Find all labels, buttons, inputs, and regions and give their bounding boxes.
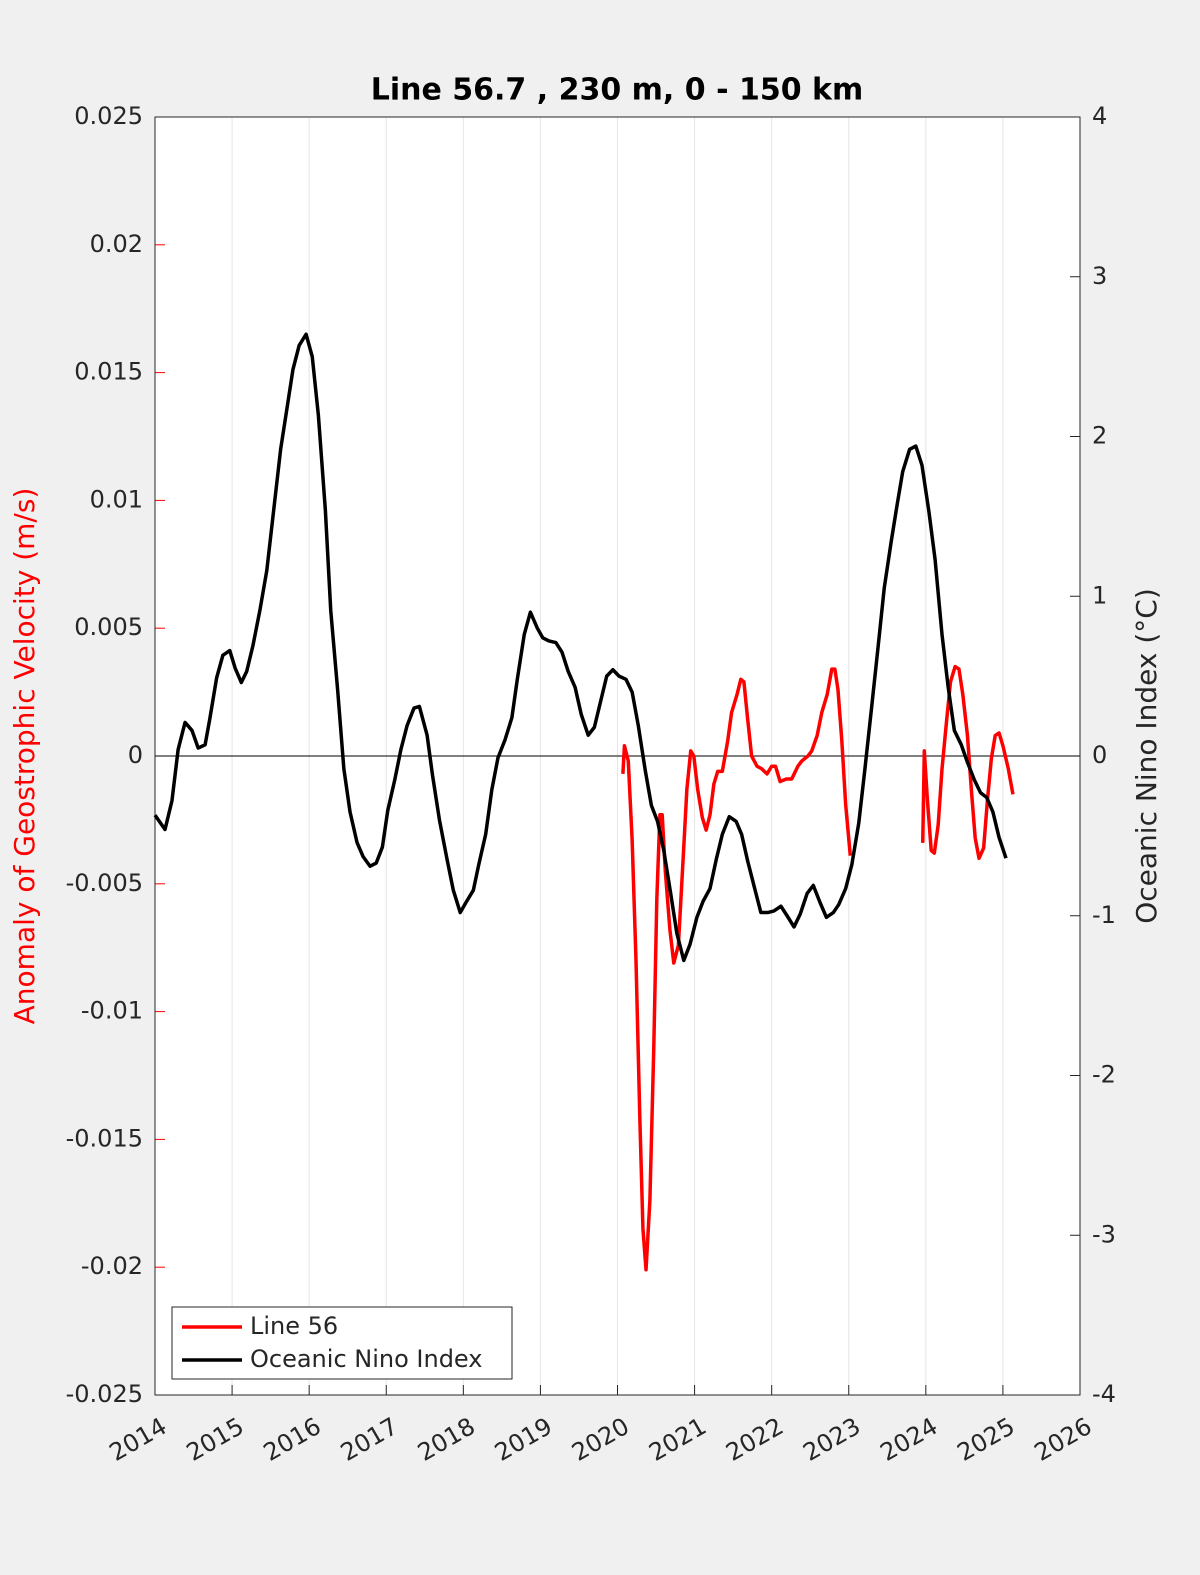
x-tick-label: 2017 — [336, 1412, 403, 1467]
legend-box — [171, 1306, 513, 1380]
x-tick-label: 2014 — [105, 1412, 172, 1467]
y-tick-label: 0.025 — [74, 102, 143, 130]
y-tick-label: -0.01 — [81, 997, 143, 1025]
x-tick-label: 2025 — [953, 1412, 1020, 1467]
x-tick-label: 2022 — [721, 1412, 788, 1467]
x-tick-label: 2020 — [567, 1412, 634, 1467]
y2-tick-label: -1 — [1092, 901, 1116, 929]
x-tick-label: 2018 — [413, 1412, 480, 1467]
y2-tick-label: 1 — [1092, 581, 1107, 609]
legend-label: Line 56 — [250, 1312, 338, 1340]
y2-tick-label: -2 — [1092, 1061, 1116, 1089]
x-tick-label: 2024 — [875, 1412, 942, 1467]
y2-tick-label: -3 — [1092, 1220, 1116, 1248]
x-tick-label: 2021 — [644, 1412, 711, 1467]
x-tick-label: 2023 — [798, 1412, 865, 1467]
y2-tick-label: 2 — [1092, 422, 1107, 450]
axes-box — [154, 116, 1081, 1396]
x-tick-label: 2019 — [490, 1412, 557, 1467]
legend: Line 56 Oceanic Nino Index — [171, 1306, 513, 1380]
y-tick-label: 0 — [128, 741, 143, 769]
y-tick-label: 0.02 — [90, 230, 143, 258]
y-tick-label: 0.005 — [74, 613, 143, 641]
y2-tick-label: 0 — [1092, 741, 1107, 769]
x-tick-label: 2016 — [259, 1412, 326, 1467]
y2-tick-label: -4 — [1092, 1380, 1116, 1408]
y-tick-label: 0.015 — [74, 358, 143, 386]
chart-title: Line 56.7 , 230 m, 0 - 150 km — [371, 73, 864, 108]
legend-label: Oceanic Nino Index — [250, 1345, 482, 1373]
y-tick-label: -0.025 — [66, 1380, 143, 1408]
y-axis-label: Anomaly of Geostrophic Velocity (m/s) — [8, 488, 41, 1025]
y-tick-label: 0.01 — [90, 485, 143, 513]
series-line — [153, 332, 1008, 963]
y-tick-label: -0.02 — [81, 1252, 143, 1280]
y2-tick-label: 4 — [1092, 102, 1107, 130]
x-tick-label: 2015 — [182, 1412, 249, 1467]
series-line — [621, 664, 1015, 1272]
y-tick-label: -0.015 — [66, 1124, 143, 1152]
y2-axis-label: Oceanic Nino Index (°C) — [1130, 588, 1163, 924]
x-tick-label: 2026 — [1030, 1412, 1097, 1467]
y2-tick-label: 3 — [1092, 262, 1107, 290]
y-tick-label: -0.005 — [66, 869, 143, 897]
